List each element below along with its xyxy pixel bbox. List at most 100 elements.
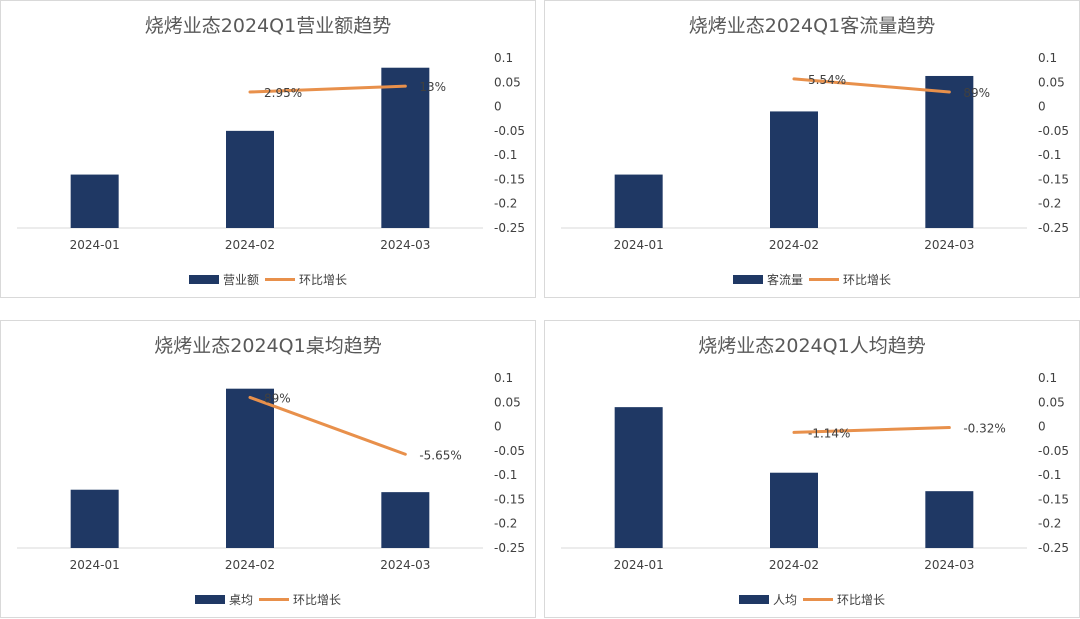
x-tick-label: 2024-02: [769, 238, 819, 252]
bar: [70, 489, 119, 548]
data-label: 89%: [264, 391, 291, 405]
y-tick-label: -0.1: [494, 148, 517, 162]
legend-bar-swatch: [194, 595, 225, 604]
data-label: -0.32%: [963, 422, 1005, 436]
legend-bar-swatch: [188, 275, 219, 284]
bar: [226, 130, 274, 228]
bar: [226, 388, 274, 548]
data-label: 5.54%: [808, 73, 846, 87]
y-tick-label: -0.25: [494, 541, 525, 555]
bar: [381, 492, 430, 548]
legend: 桌均 环比增长: [1, 591, 535, 608]
y-tick-label: 0.05: [494, 395, 521, 409]
y-tick-label: -0.15: [1038, 172, 1069, 186]
chart-plot: 0.1 0.05 0 -0.05 -0.1 -0.15 -0.2 -0.25 2024-01 20…: [17, 51, 525, 252]
legend-line-swatch: [265, 278, 295, 281]
bar: [770, 472, 818, 548]
legend: 营业额 环比增长: [1, 271, 535, 288]
chart-panel-per-capita: 烧烤业态2024Q1人均趋势 0.1 0.05 0 -0.05 -0.1 -0.15 -0.…: [544, 320, 1080, 618]
y-tick-label: -0.25: [1038, 221, 1069, 235]
legend-bar-swatch: [738, 595, 769, 604]
legend-line-swatch: [259, 598, 289, 601]
y-tick-label: -0.25: [494, 221, 525, 235]
x-tick-label: 2024-01: [614, 238, 664, 252]
y-tick-label: -0.1: [494, 468, 517, 482]
chart-plot: 0.1 0.05 0 -0.05 -0.1 -0.15 -0.2 -0.25 2024-01 20…: [17, 371, 525, 572]
y-tick-label: -0.25: [1038, 541, 1069, 555]
chart-title: 烧烤业态2024Q1营业额趋势: [144, 15, 392, 37]
bar: [381, 67, 430, 228]
y-tick-label: 0.1: [494, 51, 513, 65]
chart-panel-per-table: 烧烤业态2024Q1桌均趋势 0.1 0.05 0 -0.05 -0.1 -0.15 -0.…: [0, 320, 536, 618]
legend-bar-swatch: [732, 275, 763, 284]
y-tick-label: 0: [494, 100, 502, 114]
y-tick-label: 0.1: [1038, 371, 1057, 385]
chart-plot: 0.1 0.05 0 -0.05 -0.1 -0.15 -0.2 -0.25 2024-01 20…: [561, 371, 1069, 572]
data-label: -5.65%: [419, 448, 461, 462]
y-tick-label: -0.15: [494, 172, 525, 186]
bar: [770, 111, 818, 228]
y-tick-label: -0.2: [494, 197, 517, 211]
x-tick-label: 2024-01: [614, 558, 664, 572]
legend-bar-label: 桌均: [228, 593, 253, 607]
bar: [925, 75, 974, 228]
y-tick-label: 0: [494, 420, 502, 434]
chart-panel-traffic: 烧烤业态2024Q1客流量趋势 0.1 0.05 0 -0.05 -0.1 -0.15 -0…: [544, 0, 1080, 298]
legend: 客流量 环比增长: [545, 271, 1079, 288]
y-tick-label: 0.1: [1038, 51, 1057, 65]
legend-bar-label: 人均: [772, 593, 797, 607]
data-label: -1.14%: [808, 426, 850, 440]
legend-line-label: 环比增长: [299, 273, 348, 287]
y-tick-label: -0.05: [494, 124, 525, 138]
data-label: 2.95%: [264, 86, 302, 100]
chart-panel-revenue: 烧烤业态2024Q1营业额趋势 0.1 0.05 0 -0.05 -0.1 -0.15 -0…: [0, 0, 536, 298]
legend: 人均 环比增长: [545, 591, 1079, 608]
data-label: 13%: [419, 80, 446, 94]
chart-plot: 0.1 0.05 0 -0.05 -0.1 -0.15 -0.2 -0.25 2024-01 20…: [561, 51, 1069, 252]
bar: [614, 407, 663, 548]
series-line: [248, 395, 407, 456]
series-line: [248, 84, 407, 94]
x-tick-label: 2024-02: [225, 238, 275, 252]
y-tick-label: -0.15: [494, 492, 525, 506]
x-tick-label: 2024-03: [380, 238, 430, 252]
y-tick-label: 0.05: [1038, 75, 1065, 89]
data-label: 89%: [963, 86, 990, 100]
x-tick-label: 2024-03: [924, 558, 974, 572]
legend-line-label: 环比增长: [843, 273, 892, 287]
chart-title: 烧烤业态2024Q1客流量趋势: [688, 15, 936, 37]
series-line: [792, 77, 951, 94]
y-tick-label: -0.05: [1038, 444, 1069, 458]
chart-title: 烧烤业态2024Q1人均趋势: [698, 335, 926, 357]
y-tick-label: 0.05: [1038, 395, 1065, 409]
legend-line-swatch: [809, 278, 839, 281]
y-tick-label: 0: [1038, 420, 1046, 434]
x-tick-label: 2024-03: [380, 558, 430, 572]
bar: [614, 174, 663, 228]
y-tick-label: -0.05: [494, 444, 525, 458]
series-line: [792, 426, 951, 434]
legend-line-swatch: [803, 598, 833, 601]
x-tick-label: 2024-03: [924, 238, 974, 252]
legend-bar-label: 营业额: [222, 273, 259, 287]
x-tick-label: 2024-01: [70, 558, 120, 572]
y-tick-label: 0: [1038, 100, 1046, 114]
x-tick-label: 2024-02: [769, 558, 819, 572]
y-tick-label: -0.2: [1038, 197, 1061, 211]
legend-line-label: 环比增长: [293, 593, 342, 607]
y-tick-label: 0.05: [494, 75, 521, 89]
y-tick-label: -0.1: [1038, 148, 1061, 162]
y-tick-label: 0.1: [494, 371, 513, 385]
y-tick-label: -0.2: [1038, 517, 1061, 531]
x-tick-label: 2024-01: [70, 238, 120, 252]
bar: [925, 491, 974, 548]
legend-bar-label: 客流量: [766, 273, 803, 287]
y-tick-label: -0.2: [494, 517, 517, 531]
y-tick-label: -0.1: [1038, 468, 1061, 482]
chart-title: 烧烤业态2024Q1桌均趋势: [154, 335, 382, 357]
x-tick-label: 2024-02: [225, 558, 275, 572]
legend-line-label: 环比增长: [837, 593, 886, 607]
y-tick-label: -0.15: [1038, 492, 1069, 506]
bar: [70, 174, 119, 228]
y-tick-label: -0.05: [1038, 124, 1069, 138]
